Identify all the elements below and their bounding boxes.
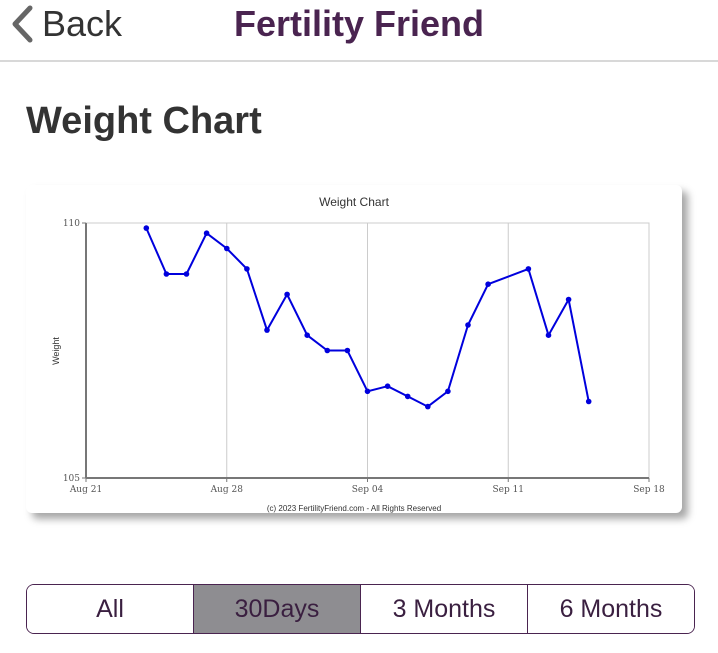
- data-point: [485, 281, 491, 287]
- chart-footer: (c) 2023 FertilityFriend.com - All Right…: [267, 504, 441, 513]
- data-point: [163, 271, 170, 277]
- x-tick-label: Sep 18: [633, 485, 665, 495]
- range-button-30days[interactable]: 30Days: [194, 585, 361, 633]
- x-tick-label: Sep 04: [352, 485, 384, 495]
- data-point: [244, 266, 250, 272]
- chart-ticks: Aug 21 Aug 28 Sep 04 Sep 11 Sep 18 105 110: [63, 219, 665, 495]
- range-button-6-months[interactable]: 6 Months: [528, 585, 694, 633]
- y-tick-label: 110: [63, 219, 80, 229]
- weight-series-line: [145, 227, 590, 408]
- data-point: [465, 322, 471, 328]
- data-point: [565, 296, 572, 303]
- app-title: Fertility Friend: [233, 3, 485, 44]
- chart-grid: [85, 222, 650, 479]
- chevron-left-icon: [12, 5, 33, 43]
- data-point: [404, 393, 411, 400]
- y-axis-label: Weight: [51, 337, 61, 365]
- chart-card: Weight Chart Weight Aug 21 Aug 28 Sep 04 Se…: [26, 185, 682, 513]
- data-point: [344, 347, 351, 354]
- data-point: [445, 388, 451, 395]
- data-point: [525, 266, 532, 272]
- range-selector: All 30Days 3 Months 6 Months: [26, 584, 695, 634]
- range-button-all[interactable]: All: [27, 585, 194, 633]
- data-point: [425, 403, 431, 410]
- data-point: [364, 388, 371, 395]
- data-point: [264, 327, 270, 333]
- x-tick-label: Aug 28: [210, 485, 244, 495]
- data-point: [203, 230, 210, 236]
- chart-title: Weight Chart: [319, 195, 389, 209]
- weight-chart: Weight Chart Weight Aug 21 Aug 28 Sep 04 Se…: [51, 195, 665, 513]
- y-tick-label: 105: [63, 474, 80, 484]
- range-button-3-months[interactable]: 3 Months: [361, 585, 528, 633]
- data-point: [384, 383, 391, 389]
- x-tick-label: Sep 11: [492, 485, 524, 495]
- weight-series-points: [143, 225, 592, 410]
- data-point: [585, 398, 592, 405]
- header: Back Fertility Friend: [0, 0, 718, 62]
- data-point: [183, 271, 190, 277]
- data-point: [304, 332, 311, 338]
- data-point: [324, 347, 331, 354]
- data-point: [143, 225, 150, 231]
- back-label: Back: [42, 3, 123, 44]
- data-point: [224, 245, 230, 252]
- data-point: [545, 332, 552, 338]
- page-title: Weight Chart: [26, 100, 262, 142]
- x-tick-label: Aug 21: [69, 485, 102, 495]
- data-point: [284, 291, 290, 298]
- back-button[interactable]: Back: [10, 2, 122, 46]
